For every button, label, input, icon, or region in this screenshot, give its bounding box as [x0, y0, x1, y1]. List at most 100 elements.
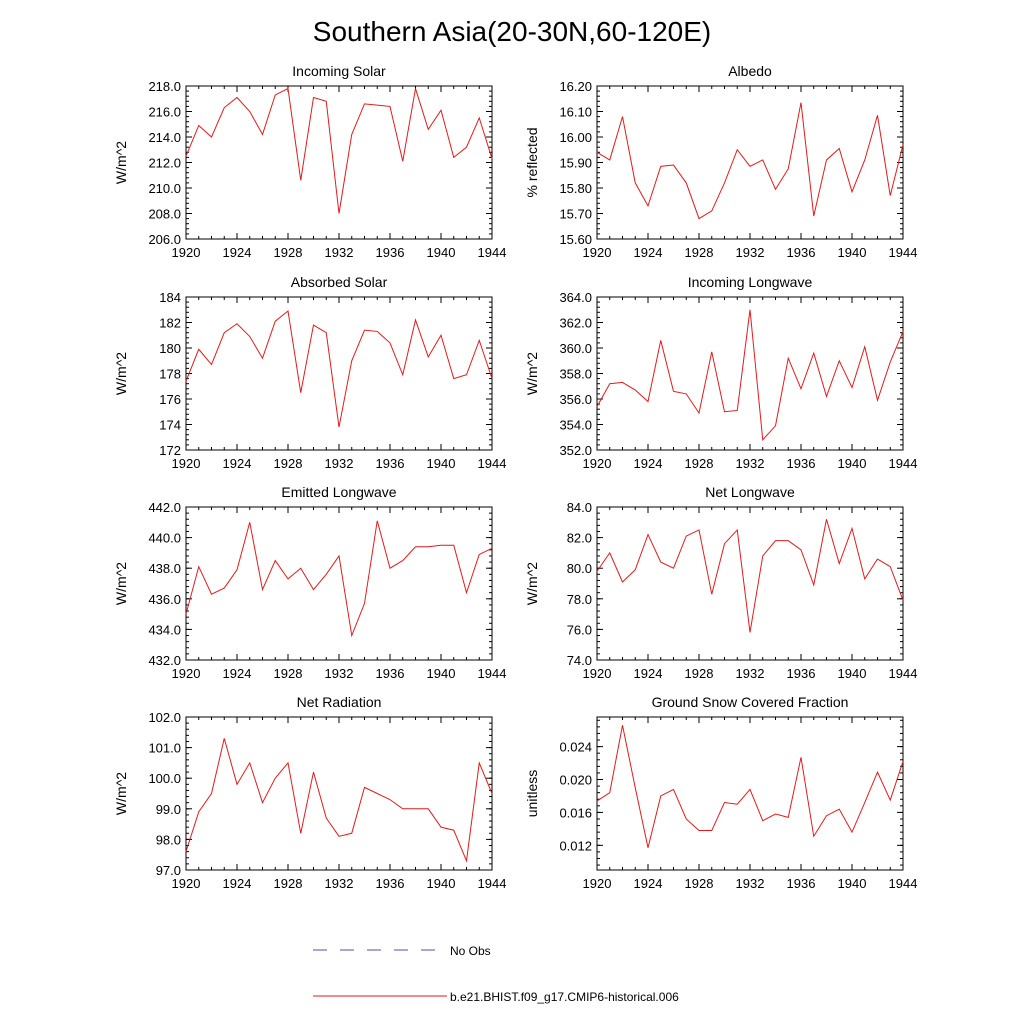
x-tick-label: 1928 [274, 245, 303, 260]
x-tick-label: 1928 [274, 456, 303, 471]
y-tick-label: 438.0 [148, 561, 181, 576]
series-line [596, 725, 904, 848]
x-tick-label: 1920 [172, 456, 201, 471]
panel-net-longwave: Net Longwave W/m^2 1920 1924 1928 1932 1936 194… [524, 484, 917, 681]
plot-frame [185, 85, 493, 240]
y-tick-label: 15.60 [559, 232, 592, 247]
y-tick-label: 99.0 [156, 802, 181, 817]
series-line [185, 310, 493, 428]
x-tick-label: 1924 [223, 876, 252, 891]
y-axis-label: unitless [524, 770, 540, 817]
y-tick-label: 176 [159, 392, 181, 407]
y-axis-label: W/m^2 [113, 772, 129, 815]
y-tick-label: 436.0 [148, 592, 181, 607]
y-tick-label: 82.0 [567, 531, 592, 546]
y-tick-label: 206.0 [148, 232, 181, 247]
x-tick-label: 1932 [325, 876, 354, 891]
panels: Incoming Solar W/m^2 1920 1924 1928 1932 1936 1… [113, 63, 917, 891]
plot-frame [596, 85, 904, 240]
x-tick-label: 1928 [274, 666, 303, 681]
y-tick-label: 434.0 [148, 622, 181, 637]
x-tick-label: 1940 [427, 245, 456, 260]
x-tick-label: 1936 [376, 456, 405, 471]
x-tick-label: 1932 [736, 456, 765, 471]
y-tick-label: 178 [159, 367, 181, 382]
y-axis-label: W/m^2 [113, 352, 129, 395]
x-tick-label: 1924 [223, 666, 252, 681]
y-tick-label: 0.024 [559, 740, 592, 755]
y-tick-label: 80.0 [567, 561, 592, 576]
x-tick-label: 1924 [634, 245, 663, 260]
y-axis-label: W/m^2 [524, 352, 540, 395]
x-tick-label: 1924 [634, 456, 663, 471]
y-axis-label: W/m^2 [113, 141, 129, 184]
y-tick-label: 354.0 [559, 418, 592, 433]
y-tick-label: 76.0 [567, 622, 592, 637]
x-tick-label: 1940 [838, 876, 867, 891]
y-tick-label: 15.90 [559, 156, 592, 171]
y-tick-label: 16.20 [559, 79, 592, 94]
panel-title: Incoming Solar [292, 63, 386, 79]
y-axis-label: W/m^2 [524, 562, 540, 605]
x-tick-label: 1936 [787, 456, 816, 471]
x-tick-label: 1920 [583, 666, 612, 681]
plot-frame [596, 506, 904, 661]
plot-frame [596, 296, 904, 451]
y-tick-label: 356.0 [559, 392, 592, 407]
y-tick-label: 216.0 [148, 105, 181, 120]
panel-title: Net Longwave [705, 484, 795, 500]
x-tick-label: 1932 [325, 666, 354, 681]
x-tick-label: 1920 [583, 456, 612, 471]
x-tick-label: 1924 [634, 666, 663, 681]
y-tick-label: 15.70 [559, 207, 592, 222]
y-tick-label: 102.0 [148, 710, 181, 725]
panel-title: Incoming Longwave [688, 274, 813, 290]
y-tick-label: 358.0 [559, 367, 592, 382]
x-tick-label: 1924 [634, 876, 663, 891]
y-tick-label: 210.0 [148, 181, 181, 196]
panel-net-radiation: Net Radiation W/m^2 1920 1924 1928 1932 1936 19… [113, 694, 506, 891]
x-tick-label: 1940 [427, 666, 456, 681]
y-tick-label: 184 [159, 290, 181, 305]
y-tick-label: 100.0 [148, 771, 181, 786]
x-tick-label: 1932 [325, 245, 354, 260]
legend-label-model-run: b.e21.BHIST.f09_g17.CMIP6-historical.006 [450, 990, 679, 1004]
panel-incoming-longwave: Incoming Longwave W/m^2 1920 1924 1928 1932 19… [524, 274, 917, 471]
x-tick-label: 1920 [172, 666, 201, 681]
y-tick-label: 101.0 [148, 741, 181, 756]
series-line [185, 87, 493, 214]
x-tick-label: 1920 [583, 876, 612, 891]
y-tick-label: 360.0 [559, 341, 592, 356]
y-tick-label: 15.80 [559, 181, 592, 196]
series-line [596, 102, 904, 220]
x-tick-label: 1928 [685, 245, 714, 260]
x-tick-label: 1936 [376, 876, 405, 891]
x-tick-label: 1928 [685, 876, 714, 891]
x-tick-label: 1936 [787, 245, 816, 260]
x-tick-label: 1920 [172, 245, 201, 260]
y-tick-label: 16.00 [559, 130, 592, 145]
x-tick-label: 1932 [736, 666, 765, 681]
x-tick-label: 1944 [478, 666, 507, 681]
y-tick-label: 208.0 [148, 207, 181, 222]
y-tick-label: 214.0 [148, 130, 181, 145]
x-tick-label: 1928 [685, 666, 714, 681]
x-tick-label: 1944 [478, 876, 507, 891]
x-tick-label: 1936 [376, 666, 405, 681]
x-tick-label: 1936 [787, 876, 816, 891]
y-tick-label: 442.0 [148, 500, 181, 515]
panel-absorbed-solar: Absorbed Solar W/m^2 1920 1924 1928 1932 1936 1… [113, 274, 506, 471]
x-tick-label: 1920 [583, 245, 612, 260]
legend: No Obs b.e21.BHIST.f09_g17.CMIP6-histori… [313, 944, 679, 1004]
x-tick-label: 1932 [325, 456, 354, 471]
x-tick-label: 1944 [889, 245, 918, 260]
x-tick-label: 1944 [889, 876, 918, 891]
x-tick-label: 1928 [685, 456, 714, 471]
y-tick-label: 0.020 [559, 773, 592, 788]
x-tick-label: 1936 [376, 245, 405, 260]
panel-title: Albedo [728, 63, 772, 79]
plot-frame [185, 716, 493, 871]
x-tick-label: 1928 [274, 876, 303, 891]
plot-frame [596, 716, 904, 871]
